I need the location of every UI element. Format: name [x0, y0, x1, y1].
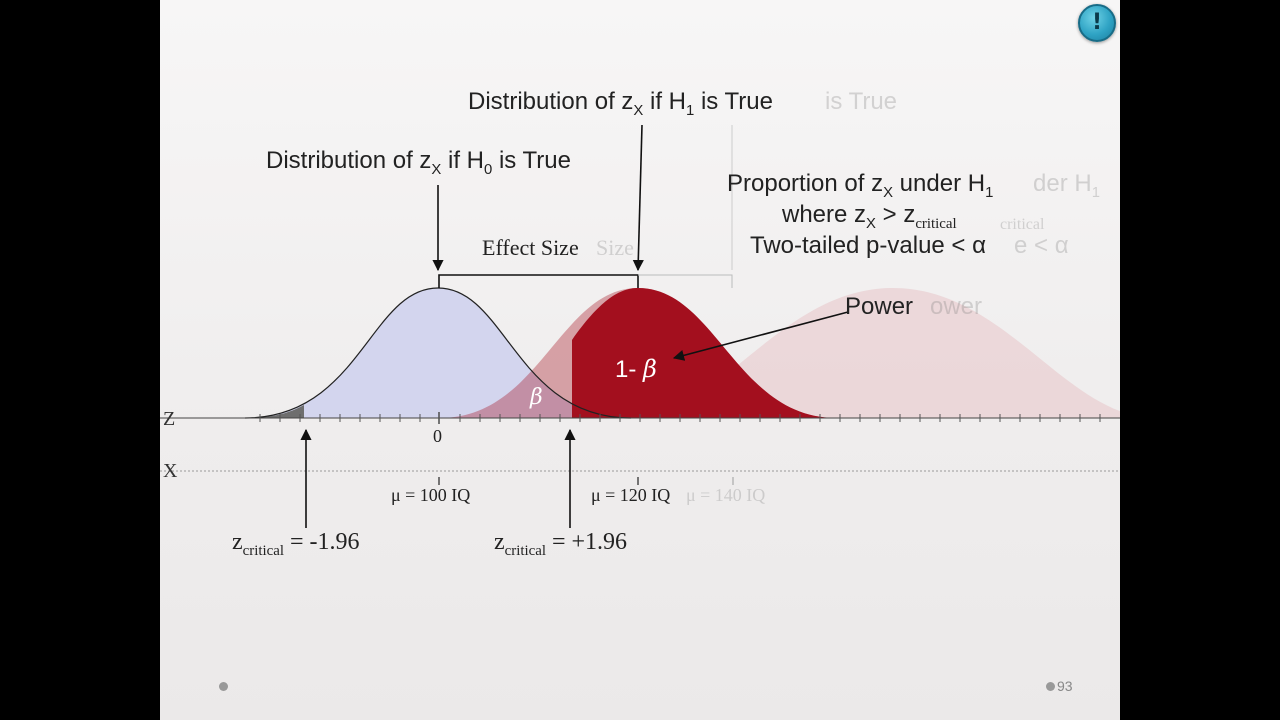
- distribution-diagram: [160, 124, 1120, 528]
- ghost-label-is-true: is True: [825, 88, 898, 115]
- page-number: 93: [1057, 678, 1073, 694]
- arrow-h1: [632, 124, 644, 272]
- axis-label-x: X: [163, 460, 178, 482]
- ghost-label-lt-alpha: e < α: [1014, 232, 1069, 259]
- h1-power-region: [572, 288, 836, 418]
- tick-label-mu100: μ = 100 IQ: [391, 485, 471, 505]
- label-proportion-line3: Two-tailed p-value < α: [750, 232, 986, 259]
- nav-dot-right[interactable]: [1046, 682, 1055, 691]
- ghost-label-der-h1: der H1: [1033, 170, 1100, 201]
- tick-label-mu120: μ = 120 IQ: [591, 485, 671, 505]
- tick-label-zero: 0: [433, 426, 442, 446]
- ghost-label-size: Size: [596, 235, 634, 260]
- label-effect-size: Effect Size: [482, 235, 579, 260]
- arrow-power: [672, 311, 849, 361]
- label-proportion-line1: Proportion of zX under H1: [727, 170, 994, 201]
- h0-curve-fill: [245, 288, 631, 418]
- label-h1-distribution: Distribution of zX if H1 is True: [468, 88, 773, 119]
- info-button[interactable]: !: [1078, 4, 1116, 42]
- ghost-label-critical: critical: [1000, 216, 1045, 233]
- label-zcrit-left: zcritical = -1.96: [232, 529, 360, 559]
- slide: Distribution of zX if H1 is True is True…: [160, 0, 1120, 720]
- label-power: Power: [845, 293, 914, 320]
- axis-label-z: Z: [163, 408, 176, 430]
- left-tail-region: [245, 405, 304, 418]
- x-axis-ticks: [438, 477, 734, 485]
- h0-curve-outline: [244, 287, 632, 419]
- ghost-effect-bracket: [638, 274, 733, 288]
- label-proportion-line2: where zX > zcritical: [782, 201, 957, 232]
- ghost-tick-label-mu140: μ = 140 IQ: [686, 485, 766, 505]
- z-axis-ticks: [259, 412, 1101, 424]
- label-one-minus-beta: 1- β: [615, 355, 657, 383]
- label-beta: β: [530, 385, 543, 410]
- ghost-label-power: ower: [930, 293, 983, 320]
- nav-dot-left[interactable]: [219, 682, 228, 691]
- label-h0-distribution: Distribution of zX if H0 is True: [266, 147, 571, 178]
- label-zcrit-right: zcritical = +1.96: [494, 529, 628, 559]
- effect-size-bracket: [438, 274, 639, 288]
